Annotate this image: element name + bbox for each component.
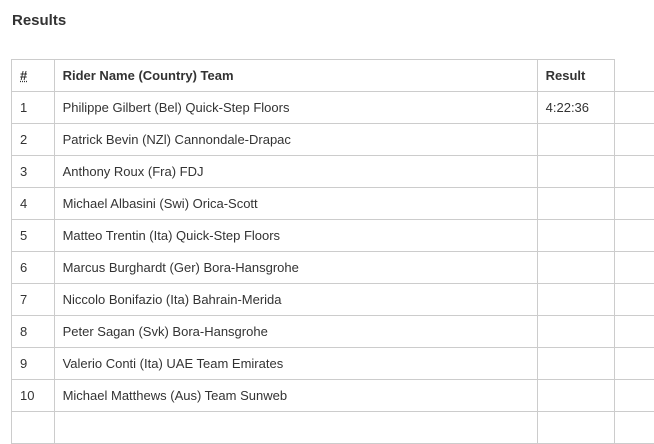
empty-cell	[615, 252, 654, 284]
result-cell	[537, 188, 614, 220]
rank-cell: 5	[12, 220, 55, 252]
rider-cell: Peter Sagan (Svk) Bora-Hansgrohe	[54, 316, 537, 348]
rider-cell: Anthony Roux (Fra) FDJ	[54, 156, 537, 188]
rank-abbr: #	[20, 68, 27, 83]
empty-cell	[615, 380, 654, 412]
empty-cell	[615, 316, 654, 348]
header-rider: Rider Name (Country) Team	[54, 60, 537, 92]
rank-cell: 9	[12, 348, 55, 380]
page-title: Results	[12, 12, 66, 29]
empty-cell	[54, 412, 537, 444]
rank-cell: 10	[12, 380, 55, 412]
header-result: Result	[537, 60, 614, 92]
result-cell	[537, 348, 614, 380]
rider-cell: Matteo Trentin (Ita) Quick-Step Floors	[54, 220, 537, 252]
rider-cell: Marcus Burghardt (Ger) Bora-Hansgrohe	[54, 252, 537, 284]
empty-cell	[537, 412, 614, 444]
rider-cell: Patrick Bevin (NZl) Cannondale-Drapac	[54, 124, 537, 156]
empty-cell	[615, 220, 654, 252]
rider-cell: Valerio Conti (Ita) UAE Team Emirates	[54, 348, 537, 380]
empty-cell	[615, 412, 654, 444]
empty-cell	[615, 188, 654, 220]
rider-cell: Michael Matthews (Aus) Team Sunweb	[54, 380, 537, 412]
rank-cell: 7	[12, 284, 55, 316]
rank-cell: 2	[12, 124, 55, 156]
rider-cell: Philippe Gilbert (Bel) Quick-Step Floors	[54, 92, 537, 124]
result-cell	[537, 220, 614, 252]
empty-cell	[615, 156, 654, 188]
rider-cell: Michael Albasini (Swi) Orica-Scott	[54, 188, 537, 220]
result-cell	[537, 284, 614, 316]
result-cell: 4:22:36	[537, 92, 614, 124]
result-cell	[537, 252, 614, 284]
empty-cell	[615, 348, 654, 380]
empty-cell	[615, 92, 654, 124]
empty-cell	[615, 284, 654, 316]
empty-cell	[615, 124, 654, 156]
table-header-row: # Rider Name (Country) Team Result	[12, 60, 654, 92]
header-empty	[615, 60, 654, 92]
table-row-partial	[12, 412, 654, 444]
rank-cell: 1	[12, 92, 55, 124]
rank-cell: 8	[12, 316, 55, 348]
rank-cell: 6	[12, 252, 55, 284]
result-cell	[537, 380, 614, 412]
result-cell	[537, 124, 614, 156]
result-cell	[537, 156, 614, 188]
rank-cell: 4	[12, 188, 55, 220]
rider-cell: Niccolo Bonifazio (Ita) Bahrain-Merida	[54, 284, 537, 316]
header-rank: #	[12, 60, 55, 92]
empty-cell	[12, 412, 55, 444]
result-cell	[537, 316, 614, 348]
rank-cell: 3	[12, 156, 55, 188]
